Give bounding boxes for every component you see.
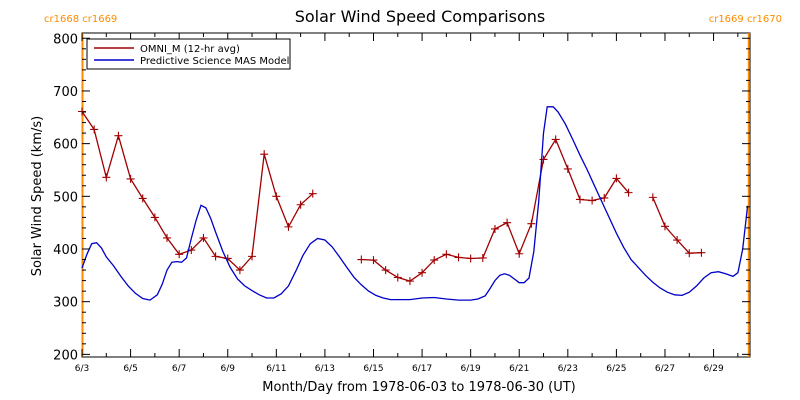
x-tick-label: 6/19 [461, 364, 481, 374]
x-tick-label: 6/7 [172, 364, 186, 374]
omni-data-point [600, 193, 609, 202]
y-axis-title: Solar Wind Speed (km/s) [30, 116, 45, 276]
omni-data-point [648, 193, 657, 202]
y-tick-label: 800 [53, 32, 78, 47]
x-tick-label: 6/25 [606, 364, 626, 374]
omni-data-point [357, 255, 366, 264]
omni-data-point [163, 233, 172, 242]
omni-data-point [308, 189, 317, 198]
omni-data-point [138, 194, 147, 203]
omni-data-point [442, 250, 451, 259]
omni-data-point [78, 107, 86, 116]
carrington-markers [81, 33, 750, 357]
omni-data-point [503, 218, 512, 227]
plot-frame [81, 32, 751, 358]
omni-data-point [660, 222, 669, 231]
x-tick-label: 6/23 [558, 364, 578, 374]
carrington-label-right: cr1669 cr1670 [709, 14, 782, 25]
omni-series-line [81, 111, 314, 272]
omni-data-point [478, 253, 487, 262]
x-axis-title: Month/Day from 1978-06-03 to 1978-06-30 … [262, 380, 575, 395]
legend-label-mas: Predictive Science MAS Model [140, 56, 289, 67]
omni-data-point [551, 135, 560, 144]
omni-data-point [235, 266, 244, 275]
y-tick-label: 700 [53, 85, 78, 100]
omni-data-point [248, 252, 257, 261]
omni-data-point [515, 249, 524, 258]
x-tick-label: 6/21 [509, 364, 529, 374]
x-tick-label: 6/29 [703, 364, 723, 374]
omni-data-point [697, 248, 706, 257]
legend-box [86, 38, 291, 70]
plot-area [81, 32, 751, 358]
omni-data-point [418, 268, 427, 277]
axes: 200 300 400 500 600 700 800 6/3 6/5 6/7 6/9 6/11 6/1… [53, 32, 750, 374]
omni-data-point [381, 266, 390, 275]
omni-data-point [150, 213, 159, 222]
omni-data-point [90, 125, 99, 134]
omni-data-point [405, 277, 414, 286]
omni-data-point [102, 173, 111, 182]
legend: OMNI_M (12-hr avg) Predictive Science MA… [86, 38, 291, 70]
omni-data-point [527, 219, 536, 228]
omni-data-point [685, 249, 694, 258]
omni-data-point [199, 233, 208, 242]
omni-series-line [361, 137, 629, 282]
omni-data-point [673, 236, 682, 245]
x-tick-label: 6/5 [123, 364, 137, 374]
omni-data-point [272, 192, 281, 201]
y-tick-label: 600 [53, 138, 78, 153]
y-tick-label: 200 [53, 348, 78, 363]
x-tick-label: 6/11 [266, 364, 286, 374]
omni-data-point [563, 164, 572, 173]
x-tick-label: 6/15 [363, 364, 383, 374]
omni-data-point [466, 254, 475, 263]
omni-data-point [588, 196, 597, 205]
omni-data-point [284, 222, 293, 231]
omni-data-point [612, 174, 621, 183]
omni-data-point [393, 273, 402, 282]
legend-label-omni: OMNI_M (12-hr avg) [140, 44, 240, 55]
y-tick-label: 300 [53, 296, 78, 311]
omni-data-point [490, 224, 499, 233]
omni-data-point [175, 250, 184, 259]
omni-data-point [539, 155, 548, 164]
x-tick-label: 6/17 [412, 364, 432, 374]
omni-data-point [211, 252, 220, 261]
omni-data-point [296, 200, 305, 209]
x-tick-label: 6/3 [75, 364, 89, 374]
mas-series-line [81, 106, 749, 301]
carrington-label-left: cr1668 cr1669 [44, 14, 117, 25]
y-tick-label: 500 [53, 190, 78, 205]
omni-data-point [454, 253, 463, 262]
omni-data-point [126, 174, 135, 183]
omni-data-point [624, 188, 633, 197]
x-tick-label: 6/9 [221, 364, 236, 374]
omni-data-point [114, 131, 123, 140]
x-tick-label: 6/13 [315, 364, 335, 374]
series-lines [78, 106, 749, 301]
x-tick-label: 6/27 [655, 364, 675, 374]
omni-series-line [652, 197, 702, 254]
omni-data-point [575, 195, 584, 204]
omni-data-point [430, 256, 439, 265]
omni-data-point [369, 256, 378, 265]
chart-title: Solar Wind Speed Comparisons [295, 7, 546, 26]
y-tick-label: 400 [53, 243, 78, 258]
omni-data-point [260, 150, 269, 159]
